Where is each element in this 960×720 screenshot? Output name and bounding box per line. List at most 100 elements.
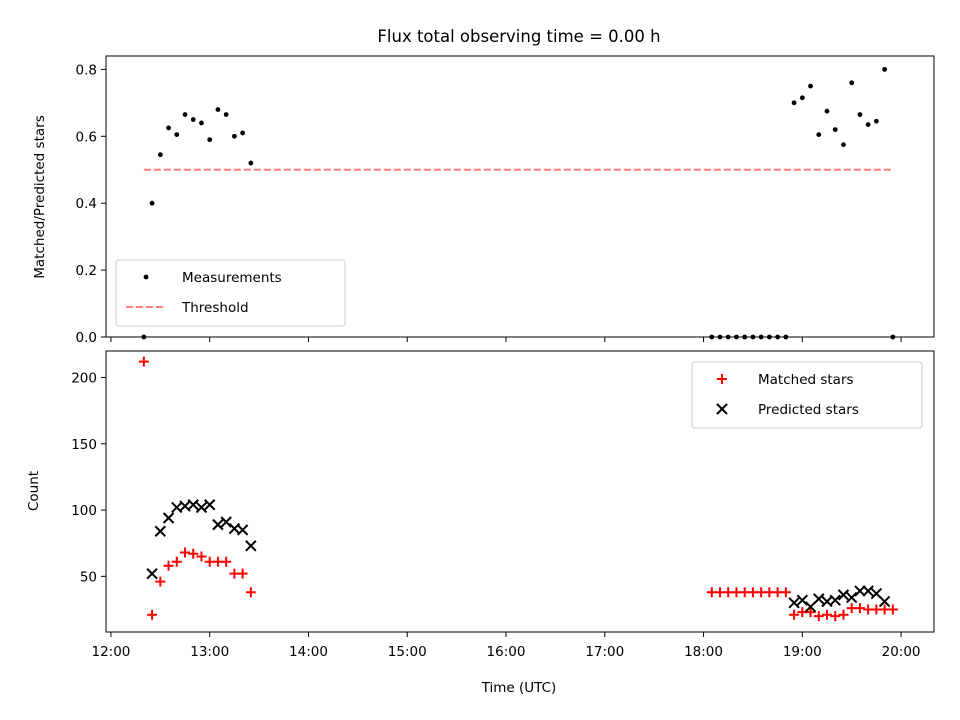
matched-stars-legend-marker [717, 374, 727, 384]
predicted-stars-point [162, 512, 175, 524]
measurements-point [231, 133, 237, 139]
measurements-point [157, 152, 163, 158]
matched-stars-point [163, 560, 174, 571]
figure-title: Flux total observing time = 0.00 h [377, 27, 660, 46]
measurements-point [199, 120, 204, 126]
y-tick-label: 200 [71, 371, 97, 387]
threshold-legend-label: Threshold [181, 300, 249, 316]
predicted-stars-point [854, 585, 866, 597]
top-y-axis-label: Matched/Predicted stars [32, 115, 48, 278]
x-tick-label: 19:00 [783, 644, 822, 660]
matched-stars-point [805, 607, 816, 618]
y-tick-label: 0.8 [76, 62, 97, 78]
x-tick-label: 17:00 [585, 644, 624, 660]
measurements-point [841, 142, 846, 148]
measurements-point [149, 200, 155, 206]
predicted-stars-point [845, 591, 858, 604]
y-tick-label: 100 [71, 503, 97, 519]
matched-stars-point [789, 609, 800, 620]
measurements-point [174, 132, 180, 138]
predicted-stars-point [813, 593, 825, 605]
legend-box [115, 259, 346, 327]
predicted-stars-point [245, 540, 257, 552]
matched-stars-point [780, 587, 791, 598]
measurements-point [215, 107, 221, 112]
x-tick-label: 15:00 [388, 644, 427, 660]
predicted-stars-point [829, 594, 841, 606]
bottom-y-axis-label: Count [26, 471, 42, 511]
predicted-stars-legend-marker [716, 403, 728, 415]
bottom-x-axis-label: Time (UTC) [481, 680, 557, 696]
measurements-point [857, 112, 863, 117]
measurements-point [190, 117, 196, 122]
predicted-stars-point [862, 585, 874, 597]
measurements-legend-label: Measurements [182, 270, 282, 286]
y-tick-label: 0.2 [76, 263, 97, 279]
y-tick-label: 0.6 [76, 129, 97, 145]
measurements-point [166, 125, 171, 131]
predicted-stars-point [796, 594, 809, 606]
measurements-point [816, 132, 822, 138]
measurements-point [824, 108, 830, 114]
x-tick-label: 12:00 [91, 644, 130, 660]
predicted-stars-point [187, 499, 199, 511]
matched-stars-point [830, 611, 841, 622]
matched-stars-point [838, 609, 849, 620]
measurements-point [882, 66, 888, 72]
measurements-point [865, 122, 871, 127]
x-tick-label: 20:00 [882, 644, 921, 660]
measurements-point [873, 118, 879, 124]
measurements-point [248, 160, 254, 166]
measurements-point [240, 130, 246, 136]
matched-stars-point [822, 609, 833, 620]
matched-stars-point [147, 609, 158, 620]
matched-stars-legend-label: Matched stars [758, 372, 854, 388]
matched-stars-point [887, 604, 898, 615]
predicted-stars-point [788, 597, 800, 609]
measurements-point [182, 112, 188, 117]
matched-stars-point [221, 556, 232, 567]
matched-stars-point [155, 576, 166, 587]
y-tick-label: 50 [80, 569, 97, 585]
predicted-stars-point [195, 501, 208, 514]
x-tick-label: 18:00 [684, 644, 723, 660]
measurements-point [223, 112, 229, 117]
predicted-stars-point [878, 595, 891, 608]
matched-stars-point [171, 556, 182, 567]
y-tick-label: 150 [71, 437, 97, 453]
y-tick-label: 0.0 [76, 330, 97, 346]
matched-stars-point [237, 568, 248, 579]
plot-frame [105, 350, 935, 633]
matched-stars-point [188, 548, 199, 559]
measurements-point [832, 127, 838, 132]
matched-stars-point [245, 587, 256, 598]
legend-box [691, 361, 923, 429]
matched-stars-point [196, 551, 207, 562]
predicted-stars-point [837, 589, 850, 601]
measurements-legend-marker [143, 274, 149, 280]
matched-stars-point [854, 603, 865, 614]
plot-frame [105, 55, 935, 338]
predicted-stars-point [203, 499, 216, 511]
x-tick-label: 13:00 [190, 644, 229, 660]
x-tick-label: 14:00 [289, 644, 328, 660]
predicted-stars-legend-label: Predicted stars [758, 402, 859, 418]
measurements-point [207, 137, 213, 143]
matched-stars-point [138, 356, 149, 367]
predicted-stars-point [154, 525, 167, 537]
measurements-point [791, 100, 797, 106]
matched-stars-point [180, 547, 191, 558]
measurements-point [849, 80, 855, 86]
bottom-panel: Count Time (UTC) 50 100 150 200 12:00 13:00 14… [26, 350, 935, 696]
x-tick-label: 16:00 [487, 644, 526, 660]
predicted-stars-point [146, 567, 158, 580]
measurements-point [808, 83, 813, 89]
measurements-point [799, 95, 805, 101]
top-panel: Matched/Predicted stars 0.0 0.2 0.4 0.6 0.8 M… [32, 55, 935, 346]
predicted-stars-point [212, 518, 224, 531]
predicted-stars-point [220, 516, 232, 528]
y-tick-label: 0.4 [76, 196, 97, 212]
matched-stars-point [813, 611, 824, 622]
